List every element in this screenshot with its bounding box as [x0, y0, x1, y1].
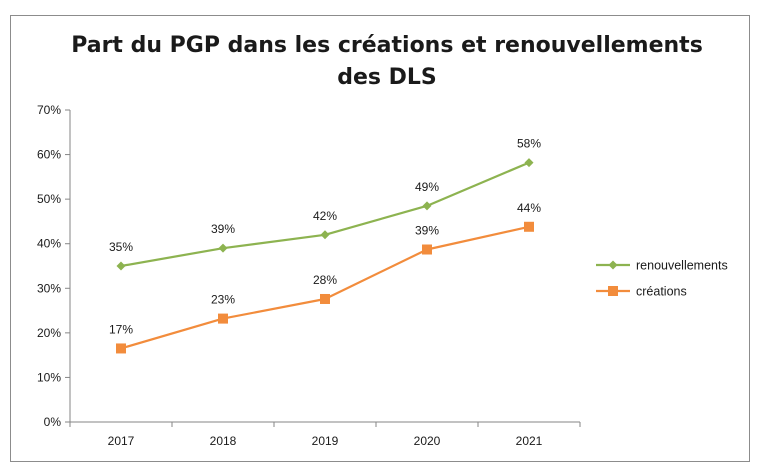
y-tick-label: 20% — [37, 326, 61, 340]
data-label: 58% — [517, 137, 541, 151]
legend-label: créations — [636, 285, 687, 299]
data-label: 39% — [211, 222, 235, 236]
y-tick-label: 40% — [37, 237, 61, 251]
legend-marker — [608, 260, 618, 270]
data-label: 17% — [109, 322, 133, 336]
legend: renouvellements créations — [596, 259, 728, 299]
data-point — [116, 261, 126, 271]
data-point — [116, 343, 126, 354]
data-point — [422, 244, 432, 255]
series-layer — [116, 158, 534, 354]
y-tick-label: 60% — [37, 148, 61, 162]
y-tick-label: 70% — [37, 103, 61, 117]
legend-marker — [608, 286, 618, 296]
data-label: 49% — [415, 180, 439, 194]
data-point — [320, 230, 330, 240]
legend-label: renouvellements — [636, 259, 728, 273]
data-labels: 35% 39% 42% 49% 58% 17% 23% 28% 39% 44% — [109, 137, 541, 337]
chart-title-line-1: Part du PGP dans les créations et renouv… — [71, 33, 703, 58]
legend-item: renouvellements — [596, 259, 728, 273]
chart-title: Part du PGP dans les créations et renouv… — [71, 33, 703, 90]
data-point — [218, 243, 228, 253]
x-tick-label: 2017 — [108, 434, 135, 448]
legend-item: créations — [596, 285, 687, 299]
y-tick-label: 30% — [37, 281, 61, 295]
data-label: 42% — [313, 209, 337, 223]
series-créations — [116, 221, 534, 354]
data-point — [218, 313, 228, 324]
x-tick-label: 2018 — [210, 434, 237, 448]
data-label: 44% — [517, 201, 541, 215]
data-point — [524, 158, 534, 168]
axes: 0% 10% 20% 30% 40% 50% 60% 70% 2017 2018 2019 2020 2… — [37, 103, 581, 448]
x-tick-label: 2020 — [414, 434, 441, 448]
data-label: 23% — [211, 293, 235, 307]
data-label: 28% — [313, 273, 337, 287]
data-label: 35% — [109, 240, 133, 254]
data-point — [320, 293, 330, 304]
series-line — [120, 225, 530, 350]
x-tick-label: 2021 — [516, 434, 543, 448]
data-point — [422, 201, 432, 211]
y-tick-label: 50% — [37, 192, 61, 206]
data-point — [524, 221, 534, 232]
y-tick-label: 10% — [37, 370, 61, 384]
data-label: 39% — [415, 224, 439, 238]
y-tick-label: 0% — [44, 415, 62, 429]
chart-frame — [10, 15, 750, 462]
chart-title-line-2: des DLS — [337, 65, 437, 90]
series-renouvellements — [116, 158, 534, 271]
x-tick-label: 2019 — [312, 434, 339, 448]
